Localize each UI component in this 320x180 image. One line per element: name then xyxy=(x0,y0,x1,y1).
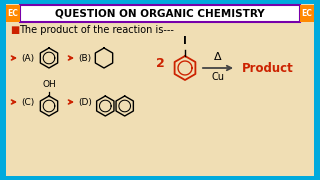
Bar xyxy=(300,5,314,22)
Text: I: I xyxy=(183,36,187,46)
Text: EC: EC xyxy=(301,9,312,18)
Text: QUESTION ON ORGANIC CHEMISTRY: QUESTION ON ORGANIC CHEMISTRY xyxy=(55,8,265,19)
Text: The product of the reaction is---: The product of the reaction is--- xyxy=(19,25,174,35)
Text: Product: Product xyxy=(242,62,294,75)
Bar xyxy=(20,5,300,22)
Text: ■: ■ xyxy=(10,25,19,35)
Text: (D): (D) xyxy=(78,98,92,107)
Text: (A): (A) xyxy=(21,53,34,62)
Text: Cu: Cu xyxy=(212,72,225,82)
Text: Δ: Δ xyxy=(214,52,222,62)
Text: (C): (C) xyxy=(21,98,34,107)
Text: (B): (B) xyxy=(78,53,91,62)
Text: OH: OH xyxy=(42,80,56,89)
Text: 2: 2 xyxy=(156,57,164,69)
Text: EC: EC xyxy=(8,9,19,18)
Bar xyxy=(6,5,20,22)
